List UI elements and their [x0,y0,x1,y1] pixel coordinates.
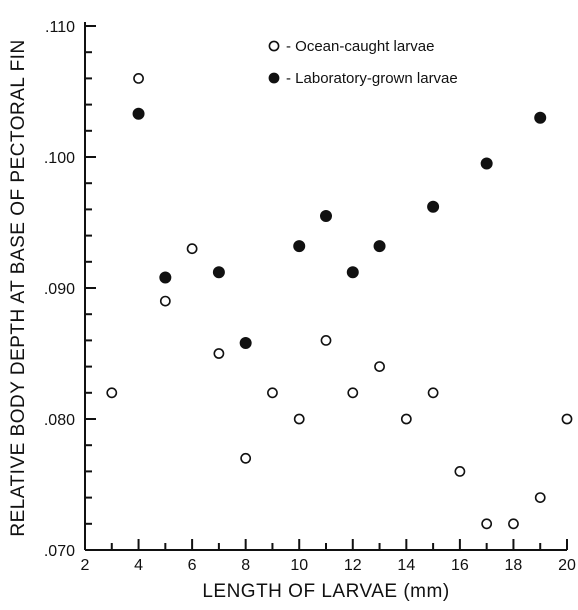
ocean-caught-point [213,348,225,359]
y-tick-label: .100 [44,150,75,167]
y-tick-label: .070 [44,543,75,560]
x-ticks: 2 4 6 8 10 12 14 16 18 20 [81,539,576,574]
lab-grown-point [239,337,252,350]
legend-label: - Ocean-caught larvae [286,38,434,55]
ocean-caught-point [186,243,198,255]
ocean-caught-point [159,295,171,307]
lab-grown-point [320,209,332,222]
lab-grown-point [293,240,306,253]
x-tick-label: 18 [505,557,523,574]
x-tick-label: 8 [241,557,250,574]
ocean-caught-point [133,73,144,84]
x-tick-label: 20 [558,557,576,574]
legend: - Ocean-caught larvae - Laboratory-grown … [268,38,458,87]
x-tick-label: 2 [81,557,90,574]
x-tick-label: 6 [188,557,197,574]
x-tick-label: 16 [451,557,469,574]
axes [84,22,567,551]
ocean-caught-point [374,361,385,372]
lab-grown-point [373,240,386,253]
lab-grown-point [480,157,493,170]
ocean-caught-point [400,413,412,425]
ocean-caught-point [561,413,573,425]
ocean-caught-point [106,387,118,399]
y-tick-label: .080 [44,412,75,429]
x-tick-label: 10 [290,557,308,574]
ocean-caught-point [240,452,252,464]
ocean-caught-point [508,518,519,530]
y-tick-label: .110 [45,19,75,36]
x-axis-title: LENGTH OF LARVAE (mm) [202,581,449,602]
legend-filled-marker [268,72,280,84]
x-tick-label: 14 [397,557,415,574]
lab-grown-point [159,271,172,284]
y-ticks: .070 .080 .090 .100 .110 [44,19,96,560]
lab-grown-point [346,266,359,279]
ocean-caught-point [293,413,305,425]
ocean-caught-point [534,492,546,503]
x-tick-label: 4 [134,557,143,574]
x-tick-label: 12 [344,557,362,574]
legend-label: - Laboratory-grown larvae [286,70,458,87]
lab-grown-point [212,266,225,279]
ocean-caught-point [320,334,332,346]
ocean-caught-point [267,387,278,399]
data-points [106,73,573,530]
ocean-caught-point [454,465,466,477]
legend-open-marker [268,40,280,52]
ocean-caught-point [347,387,359,399]
lab-grown-point [427,200,440,213]
lab-grown-point [534,111,547,124]
lab-grown-point [132,107,145,120]
ocean-caught-point [481,518,493,530]
ocean-caught-point [427,387,439,399]
y-axis-title: RELATIVE BODY DEPTH AT BASE OF PECTORAL … [8,39,29,536]
y-tick-label: .090 [44,281,75,298]
